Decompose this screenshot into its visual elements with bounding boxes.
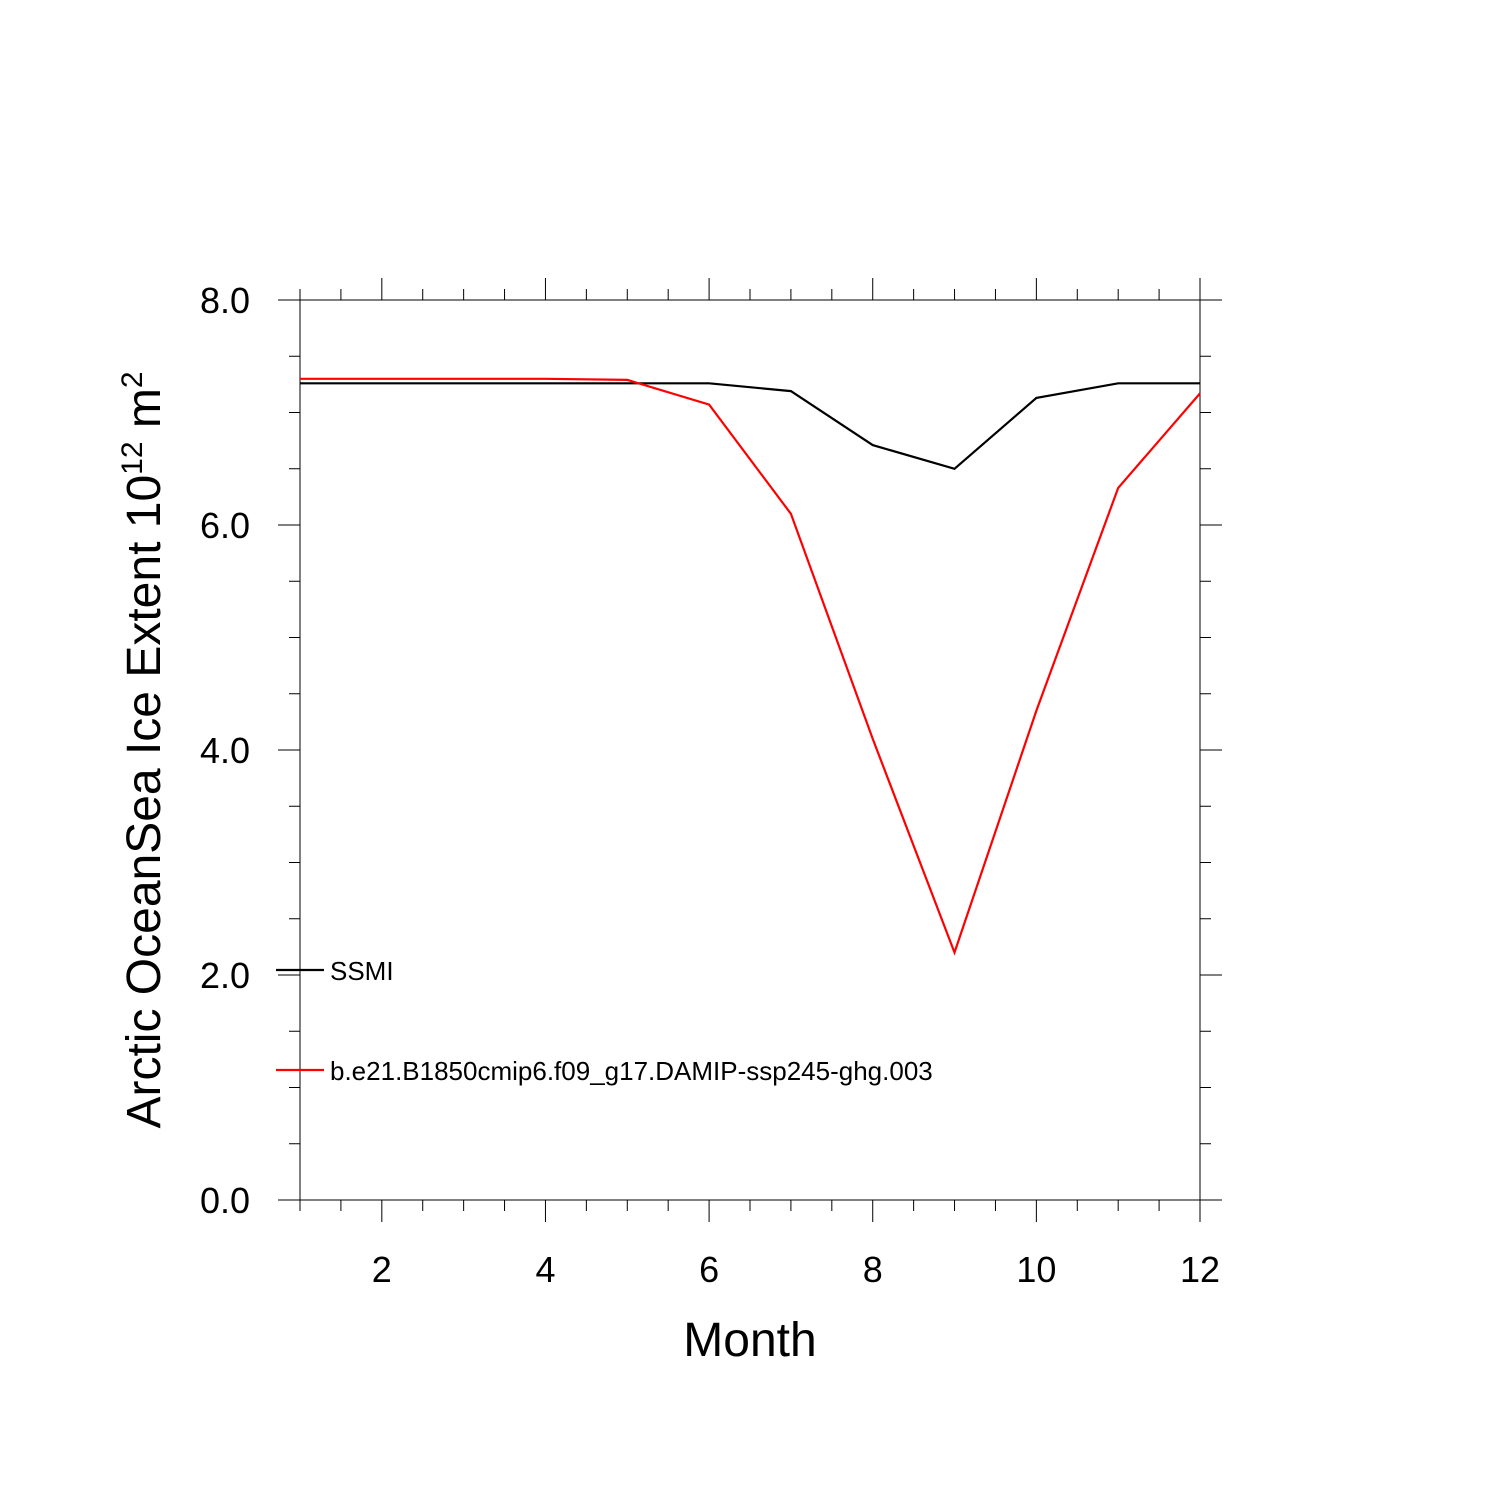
series-line bbox=[300, 382, 1200, 471]
x-tick-label: 12 bbox=[1180, 1249, 1220, 1290]
y-axis-title: Arctic OceanSea Ice Extent 1012 m2 bbox=[116, 371, 171, 1128]
series-line bbox=[300, 377, 1201, 956]
x-tick-label: 2 bbox=[372, 1249, 392, 1290]
y-tick-label: 6.0 bbox=[200, 505, 250, 546]
axis-tick-labels: 2 4 6 8 10 12 0.0 2.0 4.0 6.0 8.0 bbox=[200, 280, 1220, 1290]
legend-label: b.e21.B1850cmip6.f09_g17.DAMIP-ssp245-gh… bbox=[330, 1056, 933, 1086]
y-tick-label: 8.0 bbox=[200, 280, 250, 321]
x-tick-label: 10 bbox=[1016, 1249, 1056, 1290]
y-axis-title-unit: m bbox=[118, 388, 171, 441]
x-tick-label: 8 bbox=[863, 1249, 883, 1290]
legend-label: SSMI bbox=[330, 956, 394, 986]
x-tick-label: 4 bbox=[535, 1249, 555, 1290]
y-axis-title-main: Arctic OceanSea Ice Extent 10 bbox=[118, 475, 171, 1129]
x-tick-label: 6 bbox=[699, 1249, 719, 1290]
axis-ticks bbox=[278, 278, 1222, 1222]
y-tick-label: 4.0 bbox=[200, 730, 250, 771]
y-tick-label: 0.0 bbox=[200, 1180, 250, 1221]
y-axis-title-unit-exponent: 2 bbox=[116, 371, 149, 388]
y-axis-title-exponent: 12 bbox=[116, 441, 149, 474]
legend: SSMI b.e21.B1850cmip6.f09_g17.DAMIP-ssp24… bbox=[276, 956, 933, 1086]
series-layer bbox=[300, 377, 1201, 956]
y-tick-label: 2.0 bbox=[200, 955, 250, 996]
x-axis-title: Month bbox=[683, 1314, 816, 1367]
